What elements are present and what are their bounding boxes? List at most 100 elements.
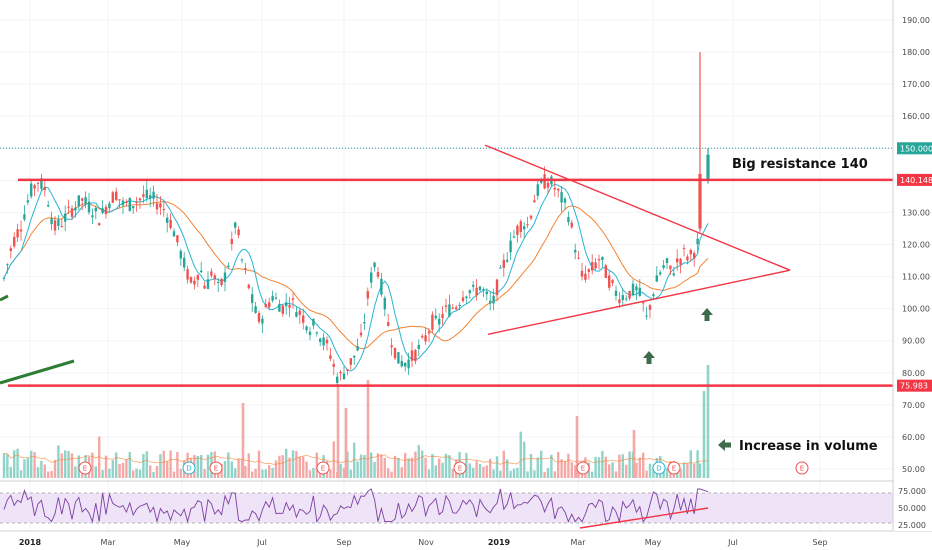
volume-bar [57,445,60,478]
candle-body [87,201,91,213]
candle-body [118,199,121,201]
candle-body [495,279,499,296]
candle-body [19,229,23,232]
volume-bar [410,457,414,478]
volume-bar [81,471,84,478]
dividend-marker[interactable] [182,461,196,475]
price-tag [897,379,932,392]
candle-body [104,206,108,214]
candle-body [682,248,686,250]
candle-body [645,315,648,317]
earnings-marker[interactable] [78,461,92,475]
candle-body [529,215,533,219]
volume-bar [614,471,618,478]
candle-body [264,304,267,308]
green-trendline[interactable] [0,359,75,385]
candle-body [336,376,339,383]
candle-body [472,284,475,287]
price-axis-panel[interactable] [893,0,932,531]
candle-body [159,203,162,208]
candle-body [67,206,70,208]
earnings-marker[interactable] [209,461,223,475]
rsi-trendline[interactable] [579,507,709,529]
volume-bar [414,451,417,478]
candle-body [387,322,390,326]
volume-bar [632,430,636,478]
candle-body [655,275,658,282]
volume-bar [387,468,390,478]
volume-bar [329,469,332,478]
volume-bar [101,469,104,478]
time-tick-label: May [645,538,662,547]
candle-body [121,200,125,206]
volume-bar [495,456,499,478]
candle-body [183,257,186,268]
volume-bar [506,459,509,478]
volume-bar [40,460,43,478]
candle-body [132,206,135,209]
rsi-axis-ticks: 25.000 50.000 75.000 [898,487,926,530]
volume-bar [706,365,710,478]
volume-bar [393,455,397,478]
candle-body [298,310,301,315]
candle-body [570,222,573,228]
event-marker-letter: E [581,465,585,473]
triangle-upper-trendline[interactable] [484,144,791,271]
volume-bar [237,458,240,478]
candle-body [662,265,665,268]
volume-bar [155,465,159,478]
candle-body [240,259,244,261]
price-tick-label: 170.00 [902,80,930,89]
candle-body [43,186,46,191]
candle-body [60,225,63,227]
candle-body [135,202,138,204]
triangle-lower-trendline[interactable] [487,269,791,335]
volume-bar [166,461,169,478]
candle-body [553,187,556,190]
candle-body [363,322,366,324]
earnings-marker[interactable] [453,461,467,475]
volume-bar [159,454,162,478]
candle-body [30,183,33,197]
price-tick-label: 190.00 [902,16,930,25]
volume-bar [234,468,237,478]
volume-bar [176,451,179,478]
candle-body [468,290,471,294]
volume-bar [696,450,699,478]
candle-body [665,258,669,264]
earnings-marker[interactable] [576,461,590,475]
volume-bar [50,470,53,478]
volume-bar [200,454,203,478]
volume-bar [485,465,488,478]
event-marker-letter: E [83,465,87,473]
dividend-marker[interactable] [652,461,666,475]
green-trendline-stub[interactable] [0,294,9,302]
candle-body [149,195,152,199]
earnings-marker[interactable] [795,461,809,475]
volume-bar [274,460,278,478]
candle-body [601,256,604,260]
candle-body [584,273,587,280]
volume-bar [121,462,125,478]
candle-body [268,302,271,308]
volume-bar [560,459,563,478]
candle-body [152,191,155,199]
candle-body [679,258,682,265]
volume-bar [247,453,250,478]
candle-body [366,291,369,299]
candle-body [580,270,584,277]
candle-body [400,360,403,367]
earnings-marker[interactable] [316,461,330,475]
candle-body [312,318,315,326]
volume-bar [652,466,655,478]
volume-bar [557,451,560,478]
candle-body [635,286,638,291]
candle-body [281,305,284,314]
volume-bar [196,455,199,478]
candle-body [380,278,383,295]
volume-bar [465,452,468,478]
earnings-marker[interactable] [667,461,681,475]
volume-bar [223,460,227,478]
candle-body [353,355,356,358]
